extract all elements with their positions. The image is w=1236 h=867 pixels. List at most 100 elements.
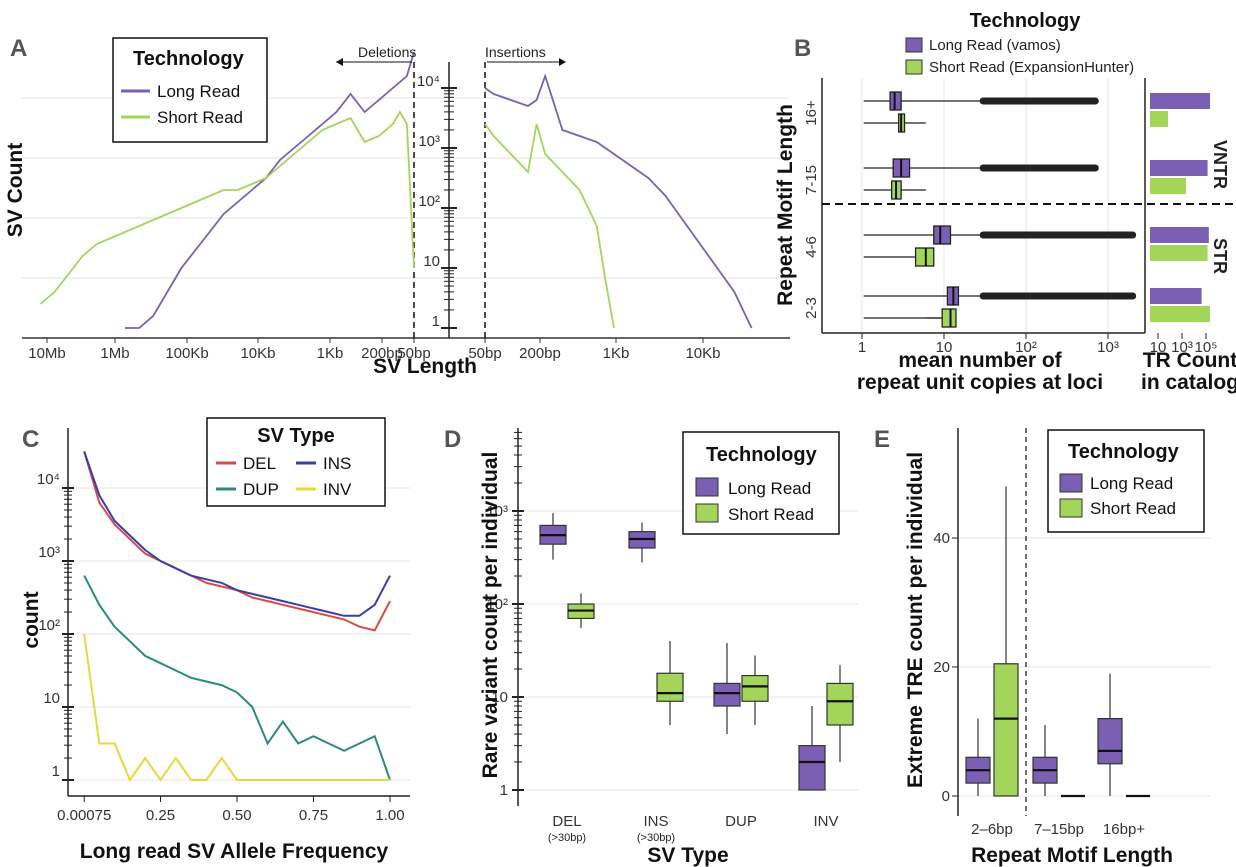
c-ins-line	[83, 451, 391, 617]
a-ins-long-read-line	[484, 73, 753, 329]
d-y-tick-label: 10³	[486, 503, 508, 520]
c-y-tick-label: 10³	[38, 544, 60, 561]
a-ins-arrowhead	[559, 58, 566, 66]
d-category-sublabel: (>30bp)	[637, 832, 675, 844]
b-box	[941, 308, 957, 328]
c-x-axis-title: Long read SV Allele Frequency	[80, 840, 389, 863]
a-x-tick-label: 50bp	[468, 345, 501, 362]
b-box	[914, 247, 935, 267]
panel-label-a: A	[10, 35, 27, 62]
e-category-label: 7–15bp	[1034, 821, 1084, 838]
c-legend-ins: INS	[323, 454, 351, 473]
b-x-tick-label: 10	[936, 339, 953, 356]
a-legend-short: Short Read	[157, 108, 243, 127]
c-x-tick-label: 0.25	[146, 807, 175, 824]
b-category-label: 2-3	[803, 297, 820, 319]
a-y-tick-label: 10⁴	[417, 73, 440, 90]
b-x2-tick-label: 10³	[1171, 339, 1193, 356]
d-y-tick-label: 1	[500, 782, 508, 799]
e-legend-short-swatch	[1059, 498, 1083, 518]
a-y-tick-label: 1	[432, 313, 440, 330]
d-box	[798, 745, 826, 791]
b-x2-tick-label: 10	[1150, 339, 1167, 356]
c-y-tick-label: 1	[52, 763, 60, 780]
d-category-label: DUP	[725, 813, 757, 830]
b-x2-axis-title-2: in catalog	[1141, 371, 1236, 394]
b-tr-count-bar	[1150, 227, 1209, 243]
b-category-label: 4-6	[803, 236, 820, 258]
b-x-tick-label: 10³	[1097, 339, 1119, 356]
c-x-tick-label: 0.50	[222, 807, 251, 824]
a-insertions-label: Insertions	[485, 44, 546, 60]
b-tr-count-bar	[1150, 288, 1202, 304]
b-tr-count-bar	[1150, 245, 1208, 261]
d-category-sublabel: (>30bp)	[548, 832, 586, 844]
b-legend-short: Short Read (ExpansionHunter)	[929, 59, 1134, 76]
d-y-axis-title: Rare variant count per individual	[479, 452, 502, 779]
panel-d: 1 10 10² 10³ DEL (>30bp) INS (>30bp) DUP INV SV …	[479, 428, 858, 867]
d-y-tick-label: 10²	[486, 596, 508, 613]
d-legend-long-swatch	[695, 477, 719, 497]
b-group-vntr: VNTR	[1210, 140, 1230, 189]
d-box	[741, 674, 769, 702]
e-legend-long: Long Read	[1090, 474, 1173, 493]
b-x2-tick-label: 10⁵	[1195, 339, 1218, 356]
e-category-label: 16bp+	[1103, 821, 1145, 838]
a-legend-long: Long Read	[157, 82, 240, 101]
a-x-tick-label: 1Kb	[603, 345, 630, 362]
e-category-label: 2–6bp	[971, 821, 1013, 838]
e-y-axis-title: Extreme TRE count per individual	[904, 452, 927, 788]
b-tr-count-bar	[1150, 178, 1186, 194]
e-x-axis-title: Repeat Motif Length	[971, 844, 1173, 867]
a-x-tick-label: 10Kb	[240, 345, 275, 362]
d-legend-short-swatch	[695, 503, 719, 523]
c-legend-del: DEL	[243, 454, 276, 473]
a-y-tick-label: 10³	[418, 133, 440, 150]
e-legend-title: Technology	[1068, 441, 1180, 463]
a-x-tick-label: 50bp	[397, 345, 430, 362]
panel-c: 1 10 10² 10³ 10⁴ 0.00075 0.25 0.50 0.75 1.00 Lon…	[20, 417, 410, 863]
a-y-tick-label: 10²	[418, 193, 440, 210]
b-x-axis-title-2: repeat unit copies at loci	[857, 371, 1103, 394]
a-ins-short-read-line	[484, 123, 615, 329]
c-y-tick-label: 10⁴	[37, 471, 60, 488]
a-legend-title: Technology	[133, 48, 245, 70]
c-x-tick-label: 1.00	[375, 807, 404, 824]
panel-b: Technology Long Read (vamos) Short Read …	[774, 10, 1236, 394]
c-dup-line	[83, 575, 391, 781]
panel-label-d: D	[444, 426, 461, 453]
a-x-tick-label: 1Kb	[317, 345, 344, 362]
a-del-long-read-line	[125, 51, 415, 329]
b-y-axis-title: Repeat Motif Length	[774, 104, 797, 306]
c-x-tick-label: 0.00075	[57, 807, 111, 824]
a-deletions-label: Deletions	[358, 44, 416, 60]
b-legend-short-swatch	[905, 59, 923, 75]
c-y-tick-label: 10²	[38, 617, 60, 634]
c-y-axis-title: count	[20, 591, 43, 648]
d-category-label: INS	[643, 813, 668, 830]
d-box	[826, 682, 854, 726]
a-x-tick-label: 200bp	[519, 345, 561, 362]
b-x2-axis-title-1: TR Count	[1143, 349, 1236, 372]
b-legend-long: Long Read (vamos)	[929, 37, 1061, 54]
a-x-tick-label: 1Mb	[100, 345, 129, 362]
e-legend-long-swatch	[1059, 473, 1083, 493]
c-y-tick-label: 10	[43, 690, 60, 707]
c-legend-title: SV Type	[257, 425, 334, 447]
b-tr-count-bar	[1150, 111, 1168, 127]
a-x-axis-title: SV Length	[373, 355, 477, 378]
a-x-tick-label: 100Kb	[165, 345, 208, 362]
a-del-arrowhead	[336, 58, 343, 66]
a-y-tick-label: 10	[423, 253, 440, 270]
b-legend-title: Technology	[970, 10, 1082, 32]
d-category-label: DEL	[552, 813, 581, 830]
d-y-tick-label: 10	[491, 689, 508, 706]
e-y-tick-label: 20	[933, 659, 950, 676]
e-box	[1097, 717, 1123, 765]
panel-e: 0 20 40 2–6bp 7–15bp 16bp+ Repeat Motif Leng…	[904, 428, 1210, 867]
b-category-label: 16+	[803, 100, 820, 126]
a-x-tick-label: 10Kb	[685, 345, 720, 362]
e-legend-short: Short Read	[1090, 499, 1176, 518]
c-inv-line	[83, 633, 390, 783]
